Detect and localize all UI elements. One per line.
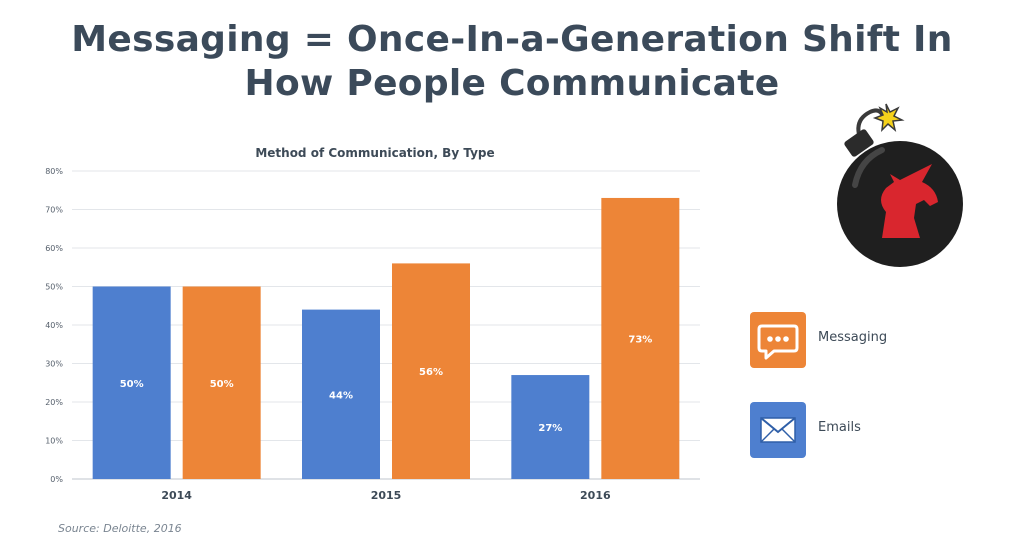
bar-messaging-2015	[392, 263, 470, 479]
chat-bubble-icon	[750, 312, 806, 368]
y-tick-label: 10%	[45, 437, 63, 446]
bar-emails-2014	[92, 286, 171, 479]
data-label: 50%	[120, 379, 144, 390]
x-tick-label: 2016	[580, 489, 611, 502]
bar-messaging-2014	[182, 286, 261, 479]
unicorn-bomb-icon	[837, 103, 963, 267]
y-tick-label: 70%	[45, 206, 63, 215]
y-tick-label: 60%	[45, 244, 63, 253]
bar-messaging-2016	[601, 197, 680, 479]
y-tick-label: 20%	[45, 398, 63, 407]
y-tick-label: 0%	[50, 475, 63, 484]
chart-title: Method of Communication, By Type	[255, 146, 495, 160]
bar-emails-2015	[302, 309, 380, 479]
x-tick-label: 2015	[371, 489, 402, 502]
data-label: 44%	[329, 390, 353, 401]
headline-line-1: Messaging = Once-In-a-Generation Shift I…	[71, 19, 953, 60]
y-tick-label: 80%	[45, 167, 63, 176]
data-label: 50%	[210, 379, 234, 390]
y-tick-label: 50%	[45, 283, 63, 292]
y-tick-label: 40%	[45, 321, 63, 330]
bar-emails-2016	[511, 375, 590, 479]
source-note: Source: Deloitte, 2016	[58, 522, 182, 535]
data-label: 27%	[538, 423, 562, 434]
legend-label-messaging: Messaging	[818, 330, 888, 345]
bar-chart: 0% 10% 20% 30% 40% 50% 60% 70% 80% 50% 50% 2014 44% 5…	[45, 167, 700, 502]
envelope-icon	[750, 402, 806, 458]
legend-label-emails: Emails	[818, 420, 861, 435]
headline-line-2: How People Communicate	[244, 63, 780, 104]
headline: Messaging = Once-In-a-Generation Shift I…	[0, 18, 1024, 106]
data-label: 56%	[419, 367, 443, 378]
data-label: 73%	[628, 334, 652, 345]
y-tick-label: 30%	[45, 360, 63, 369]
x-tick-label: 2014	[161, 489, 192, 502]
